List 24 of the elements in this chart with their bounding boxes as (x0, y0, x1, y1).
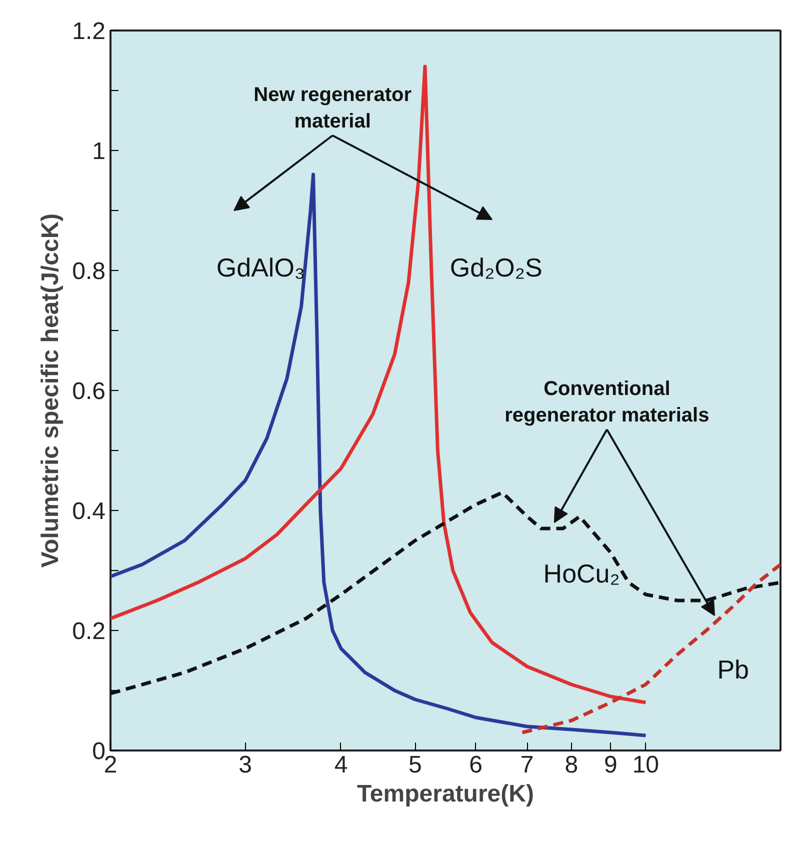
series-label: Gd₂O₂S (450, 252, 542, 282)
x-tick-label: 5 (408, 752, 422, 778)
annotation: Conventional regenerator materials (504, 378, 710, 426)
y-tick-label: 0 (92, 738, 106, 765)
series-label: GdAlO₃ (216, 252, 306, 282)
x-tick-label: 8 (564, 752, 578, 778)
y-tick-label: 0.2 (72, 618, 106, 645)
x-axis-title: Temperature(K) (357, 780, 534, 808)
y-axis-title: Volumetric specific heat(J/ccK) (37, 213, 64, 568)
x-tick-label: 4 (334, 752, 348, 778)
y-tick-label: 0.6 (72, 378, 106, 405)
y-tick-label: 1.2 (72, 18, 106, 45)
series-label: HoCu₂ (543, 558, 620, 588)
x-tick-label: 3 (238, 752, 252, 778)
x-tick-label: 2 (104, 752, 118, 778)
x-tick-label: 7 (520, 752, 534, 778)
y-tick-label: 1 (92, 138, 106, 165)
y-tick-label: 0.4 (72, 498, 106, 525)
x-tick-label: 6 (469, 752, 482, 778)
x-tick-label: 10 (632, 752, 660, 778)
annotation: New regenerator material (254, 84, 412, 132)
y-tick-label: 0.8 (72, 258, 106, 285)
series-label: Pb (717, 654, 750, 684)
x-tick-label: 9 (604, 752, 618, 778)
